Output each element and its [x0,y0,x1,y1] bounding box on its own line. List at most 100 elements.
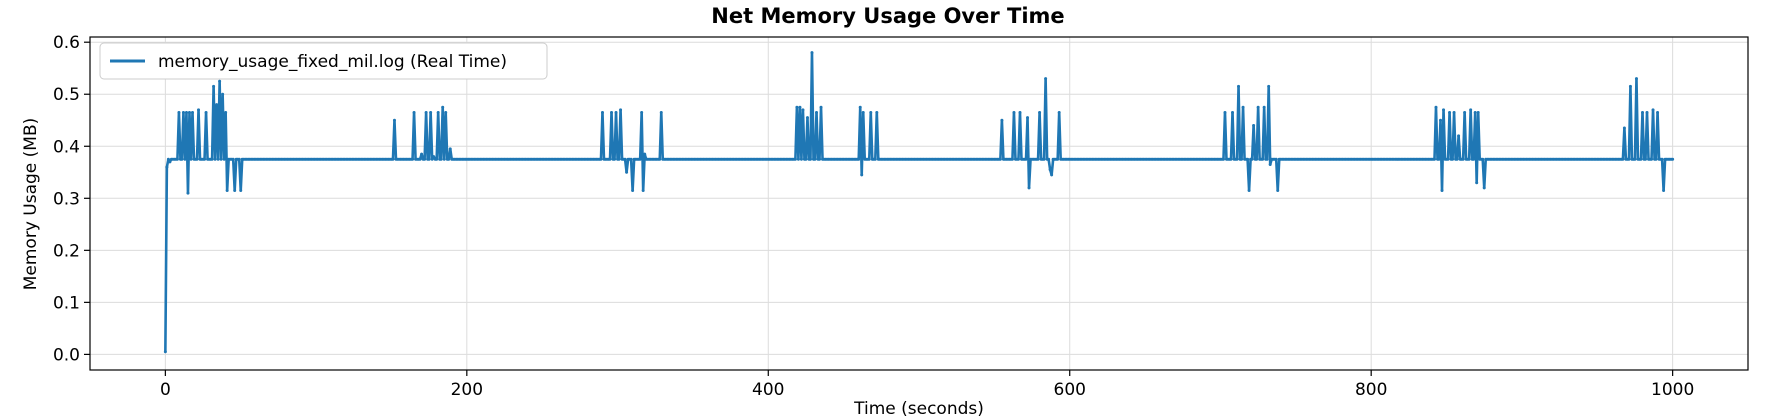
data-point [619,108,623,112]
data-point [1057,110,1061,114]
data-point [187,110,191,114]
data-point [166,157,170,161]
data-point [819,105,823,109]
x-tick-label: 600 [1054,380,1086,400]
data-point [1268,162,1272,166]
data-point [638,157,642,161]
data-point [659,110,663,114]
y-tick-label: 0.3 [53,189,80,209]
data-point [1229,157,1233,161]
y-axis-label: Memory Usage (MB) [21,118,41,291]
data-point [1463,110,1467,114]
data-point [813,157,817,161]
data-point [163,350,167,354]
data-point [210,157,214,161]
data-point [233,188,237,192]
data-point [815,110,819,114]
data-point [1645,110,1649,114]
data-point [1241,105,1245,109]
data-point [181,110,185,114]
data-point [418,157,422,161]
data-point [1276,188,1280,192]
data-point [186,191,190,195]
data-point [212,84,216,88]
data-point [1016,157,1020,161]
data-point [184,110,188,114]
data-point [804,157,808,161]
x-tick-label: 200 [451,380,483,400]
data-point [1622,126,1626,130]
data-point [1265,157,1269,161]
data-point [1621,157,1625,161]
data-point [805,116,809,120]
x-tick-label: 0 [160,380,171,400]
data-point [1473,110,1477,114]
data-point [1044,77,1048,81]
data-point [860,173,864,177]
data-point [801,108,805,112]
data-point [392,118,396,122]
x-axis-ticks: 0 200 400 600 800 1000 [160,370,1694,400]
data-point [1656,110,1660,114]
data-point [808,157,812,161]
data-point [869,110,873,114]
data-point [1024,157,1028,161]
data-point [795,105,799,109]
data-point [1056,157,1060,161]
x-tick-label: 1000 [1651,380,1694,400]
data-point [798,105,802,109]
data-point [1461,157,1465,161]
y-tick-label: 0.4 [53,137,80,157]
data-point [1038,110,1042,114]
data-point [1633,157,1637,161]
data-point [1628,84,1632,88]
data-point [231,157,235,161]
data-point [175,157,179,161]
legend-entry: memory_usage_fixed_mil.log (Real Time) [158,52,507,72]
data-point [1660,157,1664,161]
data-point [1050,173,1054,177]
data-point [793,157,797,161]
data-point [439,157,443,161]
data-point [658,157,662,161]
data-point [391,157,395,161]
data-point [436,110,440,114]
data-point [1267,84,1271,88]
y-tick-label: 0.6 [53,33,80,53]
data-point [1452,110,1456,114]
data-point [608,157,612,161]
data-point [216,157,220,161]
data-point [215,103,219,107]
data-point [168,160,172,164]
data-point [1439,118,1443,122]
data-point [600,110,604,114]
data-point [617,157,621,161]
data-point [1240,157,1244,161]
data-point [180,157,184,161]
y-tick-label: 0.2 [53,241,80,261]
data-point [1455,157,1459,161]
data-point [424,110,428,114]
data-point [177,110,181,114]
x-tick-label: 800 [1355,380,1387,400]
y-tick-label: 0.1 [53,293,80,313]
data-point [810,51,814,55]
data-point [796,157,800,161]
data-point [1432,157,1436,161]
data-point [640,110,644,114]
data-point [1476,110,1480,114]
data-point [190,110,194,114]
data-point [1437,157,1441,161]
data-point [1036,157,1040,161]
data-point [875,110,879,114]
data-point [195,157,199,161]
data-point [613,157,617,161]
data-point [629,157,633,161]
data-point [237,157,241,161]
data-point [197,108,201,112]
data-point [1644,157,1648,161]
x-tick-label: 400 [752,380,784,400]
data-point [1451,157,1455,161]
data-point [1472,157,1476,161]
data-point [1442,108,1446,112]
